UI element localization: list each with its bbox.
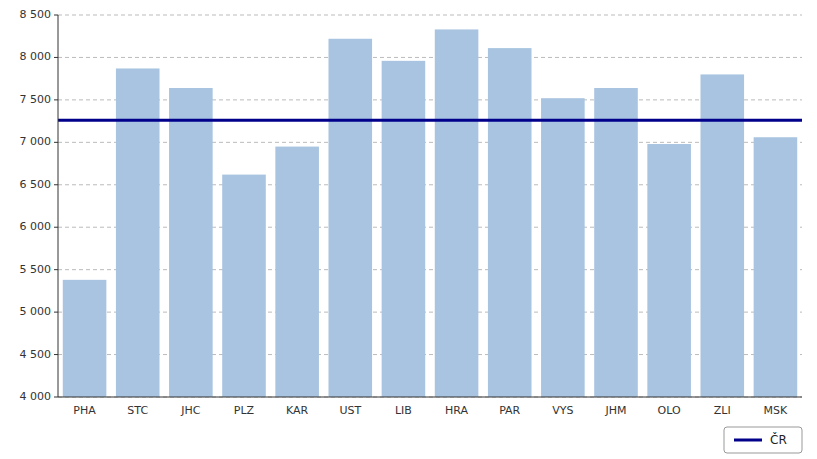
x-tick-label: HRA	[445, 404, 468, 417]
y-tick-label: 5 000	[20, 305, 52, 318]
reference	[58, 120, 802, 121]
y-tick	[54, 57, 58, 58]
y-tick-label: 4 000	[20, 390, 52, 403]
bar	[541, 98, 585, 397]
x-tick-label: UST	[339, 404, 361, 417]
bar	[222, 175, 266, 397]
y-tick	[54, 227, 58, 228]
x-tick-label: LIB	[395, 404, 412, 417]
y-tick-label: 8 500	[20, 8, 52, 21]
y-tick	[54, 99, 58, 100]
legend-swatch	[734, 439, 762, 442]
legend-label: ČR	[770, 432, 787, 447]
bar	[116, 68, 160, 397]
bar	[382, 61, 426, 397]
x-tick-label: JHM	[604, 404, 626, 417]
grid-line	[58, 15, 802, 16]
legend: ČR	[724, 427, 802, 453]
grid-line	[58, 57, 802, 58]
y-tick-label: 6 500	[20, 178, 52, 191]
bar	[700, 74, 744, 397]
y-tick	[54, 269, 58, 270]
bar	[488, 48, 532, 397]
grid-line	[58, 397, 802, 398]
x-tick-label: ZLI	[714, 404, 731, 417]
x-tick-label: KAR	[286, 404, 309, 417]
y-tick	[54, 354, 58, 355]
y-tick-label: 6 000	[20, 220, 52, 233]
x-tick-label: VYS	[552, 404, 573, 417]
y-tick-label: 7 000	[20, 135, 52, 148]
y-tick-label: 8 000	[20, 50, 52, 63]
bar	[647, 144, 691, 397]
bar	[169, 88, 213, 397]
x-tick-label: PHA	[73, 404, 96, 417]
bar	[328, 39, 372, 397]
x-tick-label: JHC	[180, 404, 201, 417]
y-tick	[54, 312, 58, 313]
y-tick	[54, 15, 58, 16]
y-tick	[54, 184, 58, 185]
y-tick-label: 5 500	[20, 263, 52, 276]
x-tick-label: MSK	[764, 404, 788, 417]
x-tick-label: OLO	[658, 404, 681, 417]
bar	[63, 280, 107, 397]
bar	[435, 29, 479, 397]
bar	[594, 88, 638, 397]
y-tick-label: 7 500	[20, 93, 52, 106]
reference-line	[58, 119, 802, 122]
x-tick-label: STC	[127, 404, 148, 417]
x-tick-label: PLZ	[234, 404, 255, 417]
y-axis	[58, 15, 59, 397]
x-axis	[58, 397, 802, 398]
bars	[63, 29, 797, 397]
bar	[275, 147, 319, 397]
chart: 4 000 4 500 5 000 5 500 6 000 6 500 7 000 7 500…	[0, 0, 817, 459]
y-tick	[54, 397, 58, 398]
bar	[754, 137, 798, 397]
legend-box	[724, 427, 802, 453]
y-tick	[54, 142, 58, 143]
x-tick-label: PAR	[499, 404, 520, 417]
y-tick-label: 4 500	[20, 348, 52, 361]
